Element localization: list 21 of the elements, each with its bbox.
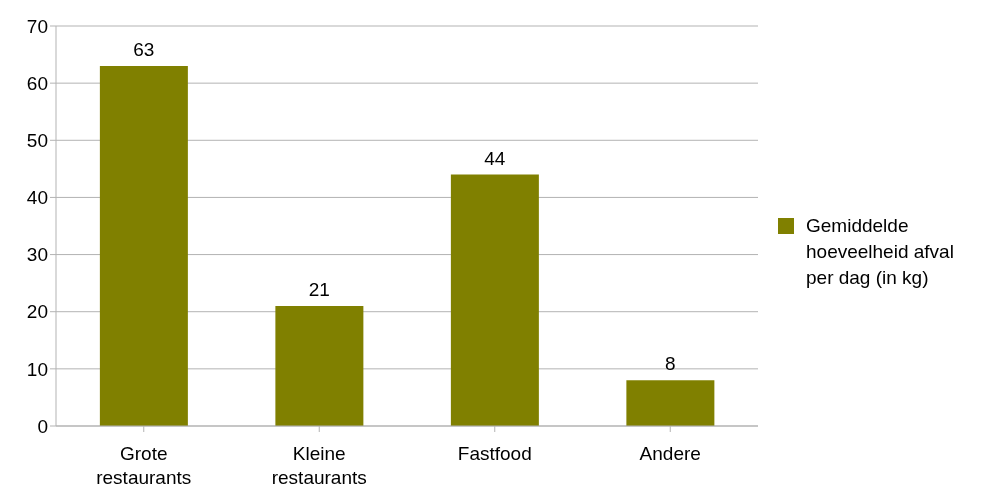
legend-label: Gemiddelde hoeveelheid afval per dag (in kg) [806,214,955,290]
y-tick-label: 30 [26,244,48,266]
y-tick-label: 60 [26,72,48,94]
y-tick-label: 70 [26,15,48,37]
bar [626,380,715,426]
data-label: 63 [133,39,155,60]
y-tick-label: 10 [26,358,48,380]
y-tick-label: 0 [37,415,48,437]
x-tick-label: Fastfood [457,443,532,464]
y-tick-label: 20 [26,301,48,323]
bar [450,174,539,426]
bar [275,306,364,426]
data-label: 44 [484,147,506,169]
x-tick-label: Kleine restaurants [271,443,367,488]
data-label: 21 [308,279,330,300]
y-tick-label: 40 [26,187,48,209]
y-tick-label: 50 [26,130,48,152]
bar [99,66,188,426]
x-tick-label: Grote restaurants [96,443,192,488]
x-tick-label: Andere [639,443,701,464]
data-label: 8 [665,353,676,375]
